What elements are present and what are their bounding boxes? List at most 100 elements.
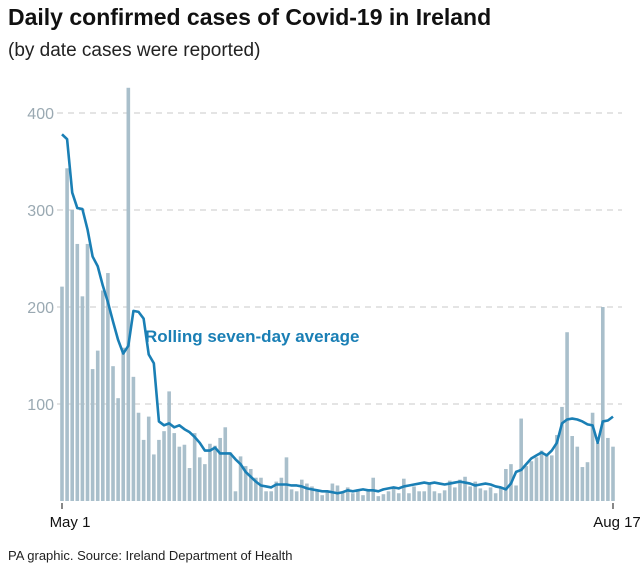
bar [187, 468, 192, 501]
bar [325, 491, 330, 501]
bar [254, 477, 258, 501]
bar [182, 444, 187, 501]
bar [294, 491, 299, 501]
bar [101, 290, 105, 501]
bar [381, 494, 386, 501]
bar [565, 332, 569, 501]
bar [514, 485, 518, 501]
bar [412, 486, 416, 501]
bar [463, 476, 467, 501]
series-label: Rolling seven-day average [145, 327, 359, 346]
bar [437, 493, 442, 501]
bar [111, 366, 115, 501]
bar [177, 446, 182, 501]
bar [442, 490, 447, 501]
bar [60, 286, 64, 501]
bar [340, 491, 345, 501]
bar [432, 491, 437, 501]
chart-subtitle: (by date cases were reported) [8, 40, 261, 61]
bar [402, 478, 406, 501]
bar [473, 481, 478, 501]
bar [223, 427, 228, 501]
chart-title: Daily confirmed cases of Covid-19 in Ire… [8, 4, 492, 30]
bar [351, 493, 355, 501]
bar [172, 433, 177, 501]
bar [468, 486, 472, 501]
y-tick-label: 300 [27, 203, 54, 220]
bar [391, 488, 396, 501]
bar [238, 456, 243, 501]
bar [208, 443, 212, 501]
bar [70, 210, 75, 501]
bar [600, 307, 605, 501]
bar [529, 461, 534, 501]
y-tick-label: 100 [27, 397, 54, 414]
bar [458, 479, 462, 501]
bar [197, 457, 202, 501]
bar [85, 243, 90, 501]
bar [453, 487, 457, 501]
bar [95, 350, 100, 501]
bar [218, 437, 222, 501]
bar [75, 243, 80, 501]
bar [376, 496, 381, 501]
bar [488, 487, 493, 501]
bar [345, 487, 350, 501]
bar [498, 487, 503, 501]
bar [560, 406, 564, 501]
bar [213, 445, 217, 501]
bar [361, 495, 365, 501]
bar [65, 168, 69, 502]
bar [427, 483, 432, 501]
bar [539, 450, 544, 501]
bar [611, 446, 615, 501]
bar [259, 477, 263, 501]
bar [146, 416, 151, 501]
bar [131, 376, 136, 501]
x-tick-label: Aug 17 [593, 514, 640, 531]
bar [106, 273, 110, 501]
bar [269, 491, 273, 501]
bar [243, 466, 248, 501]
bar [549, 455, 554, 501]
bar [585, 462, 590, 501]
bar [289, 489, 294, 501]
bar [233, 491, 238, 501]
bar [483, 490, 488, 501]
bar [519, 418, 523, 501]
bar [192, 433, 197, 501]
bar [570, 436, 574, 501]
bar [386, 491, 391, 501]
bar [90, 369, 95, 501]
bar [320, 495, 324, 501]
bar [366, 491, 370, 501]
bar [121, 347, 126, 501]
bar [305, 483, 309, 501]
bar [407, 493, 411, 501]
bar [228, 452, 233, 501]
bar [315, 490, 319, 501]
bar [274, 481, 279, 501]
bar [167, 391, 171, 501]
bar [310, 486, 314, 501]
bar [504, 468, 508, 501]
rolling-average-line [61, 133, 614, 495]
bar [299, 479, 304, 501]
bar [447, 480, 452, 501]
bar [524, 466, 529, 501]
bar [116, 398, 120, 501]
bar [555, 435, 559, 501]
y-tick-label: 200 [27, 300, 54, 317]
bar [396, 493, 401, 501]
bar [152, 454, 156, 501]
bar [534, 457, 539, 501]
bar [126, 87, 131, 501]
bar [203, 464, 207, 501]
x-tick-label: May 1 [50, 514, 91, 531]
bar [493, 493, 498, 501]
bar [356, 489, 360, 501]
bar [575, 446, 580, 501]
bar [136, 412, 141, 501]
bar [478, 488, 483, 501]
